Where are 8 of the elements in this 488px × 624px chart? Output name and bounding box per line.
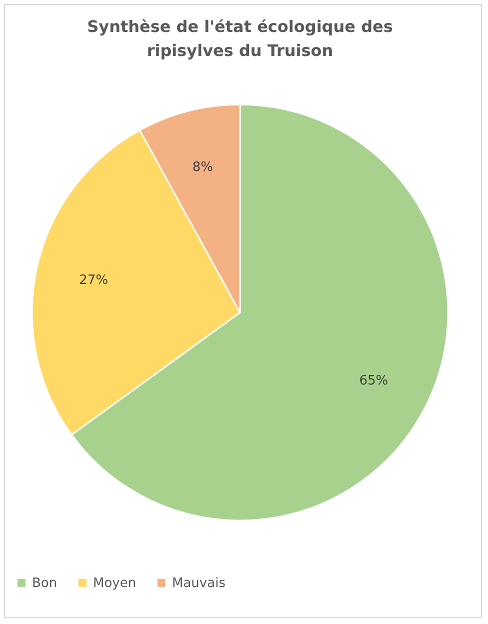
data-label: 8%: [192, 160, 214, 176]
text: ripisylves du Truison: [146, 41, 334, 60]
legend-label: Bon: [32, 576, 58, 591]
data-label: 27%: [79, 272, 108, 288]
text: Synthèse de l'état écologique des: [87, 17, 393, 36]
data-label: 65%: [359, 374, 388, 389]
legend-label: Moyen: [93, 576, 136, 591]
legend-label: Mauvais: [172, 576, 226, 591]
